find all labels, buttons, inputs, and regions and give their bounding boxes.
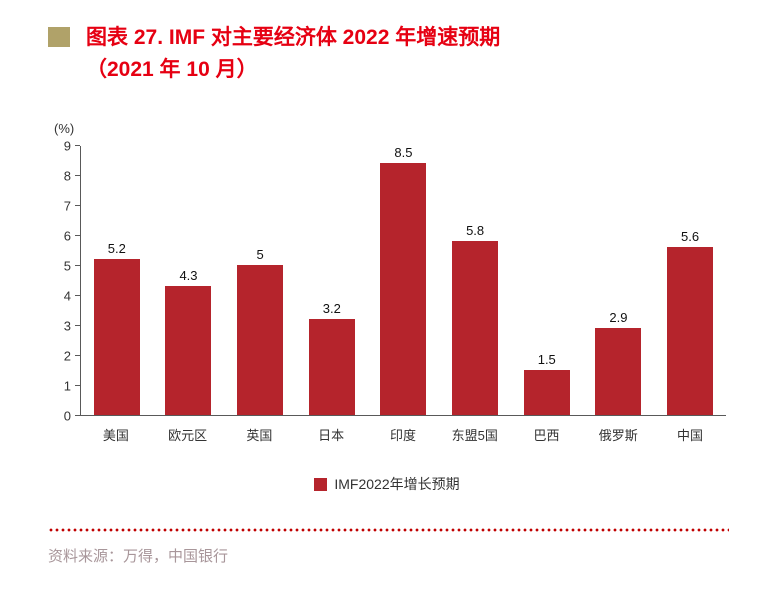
bar-value-label: 1.5 xyxy=(537,352,556,367)
figure-header: 图表 27. IMF 对主要经济体 2022 年增速预期 （2021 年 10 … xyxy=(48,22,769,85)
bar-value-label: 3.2 xyxy=(322,301,341,316)
bar xyxy=(595,328,642,415)
bar-column: 8.5 xyxy=(368,146,440,415)
y-tick-mark xyxy=(75,205,80,206)
bar xyxy=(237,265,284,415)
title-bullet-square xyxy=(48,27,70,47)
y-tick-mark xyxy=(75,385,80,386)
legend-label: IMF2022年增长预期 xyxy=(334,476,460,492)
bar-chart: (%) 0 1 2 3 4 5 6 7 8 9 5.2 4.3 5 3.2 8.5 5.8 1.5 2.9 5.6… xyxy=(48,121,769,494)
bar xyxy=(93,259,140,415)
report-figure-page: 图表 27. IMF 对主要经济体 2022 年增速预期 （2021 年 10 … xyxy=(0,22,769,603)
bar-column: 5.8 xyxy=(439,146,511,415)
figure-title-line2: （2021 年 10 月） xyxy=(86,57,258,81)
bar-value-label: 5.6 xyxy=(681,229,700,244)
y-tick-label: 6 xyxy=(63,228,71,244)
bar-column: 5.6 xyxy=(654,146,726,415)
bar-value-label: 4.3 xyxy=(179,268,198,283)
y-tick-mark xyxy=(75,415,80,416)
dotted-divider xyxy=(48,528,729,532)
y-tick-mark xyxy=(75,265,80,266)
y-tick-label: 9 xyxy=(63,138,71,154)
bar-value-label: 5 xyxy=(256,247,264,262)
figure-title-line1: 图表 27. IMF 对主要经济体 2022 年增速预期 xyxy=(86,26,501,49)
source-note: 资料来源：万得，中国银行 xyxy=(48,548,229,565)
x-category-label: 东盟5国 xyxy=(451,428,498,443)
chart-legend: IMF2022年增长预期 xyxy=(48,474,726,494)
y-tick-mark xyxy=(75,295,80,296)
y-axis-unit-label: (%) xyxy=(54,121,75,136)
bar xyxy=(667,247,714,415)
x-category-label: 俄罗斯 xyxy=(598,428,638,443)
bar-column: 4.3 xyxy=(153,146,225,415)
bar-value-label: 2.9 xyxy=(609,310,628,325)
y-axis: 0 1 2 3 4 5 6 7 8 9 xyxy=(48,140,80,423)
y-tick-mark xyxy=(75,355,80,356)
bar xyxy=(308,319,355,415)
plot-row: 0 1 2 3 4 5 6 7 8 9 5.2 4.3 5 3.2 8.5 5.8 1.5 2.9 5.6 xyxy=(48,140,769,423)
y-tick-label: 2 xyxy=(63,348,71,364)
y-tick-label: 1 xyxy=(63,378,71,394)
y-tick-mark xyxy=(75,235,80,236)
plot-area: 5.2 4.3 5 3.2 8.5 5.8 1.5 2.9 5.6 xyxy=(80,146,726,416)
x-category-label: 巴西 xyxy=(533,428,560,443)
bar xyxy=(380,163,427,415)
x-category-label: 日本 xyxy=(318,428,345,443)
y-tick-label: 3 xyxy=(63,318,71,334)
bar-column: 1.5 xyxy=(511,146,583,415)
y-tick-mark xyxy=(75,175,80,176)
bar-column: 2.9 xyxy=(583,146,655,415)
bar-value-label: 5.8 xyxy=(466,223,485,238)
y-tick-label: 5 xyxy=(63,258,71,274)
y-tick-mark xyxy=(75,325,80,326)
bar-column: 5 xyxy=(224,146,296,415)
x-category-label: 印度 xyxy=(389,428,416,443)
x-axis-category-labels: 美国 欧元区 英国 日本 印度 东盟5国 巴西 俄罗斯 中国 xyxy=(80,425,726,444)
figure-title: 图表 27. IMF 对主要经济体 2022 年增速预期 （2021 年 10 … xyxy=(86,22,500,85)
x-category-label: 中国 xyxy=(677,428,704,443)
bar-value-label: 5.2 xyxy=(107,241,126,256)
x-category-label: 美国 xyxy=(102,428,129,443)
bar xyxy=(523,370,570,415)
legend-swatch xyxy=(314,477,328,491)
y-tick-mark xyxy=(75,145,80,146)
y-tick-label: 8 xyxy=(63,168,71,184)
bar-column: 3.2 xyxy=(296,146,368,415)
x-category-label: 英国 xyxy=(246,428,273,443)
x-category-label: 欧元区 xyxy=(168,428,208,443)
bar-value-label: 8.5 xyxy=(394,145,413,160)
y-tick-label: 7 xyxy=(63,198,71,214)
bar xyxy=(165,286,212,415)
y-tick-label: 0 xyxy=(63,408,71,424)
y-tick-label: 4 xyxy=(63,288,71,304)
bar-column: 5.2 xyxy=(81,146,153,415)
bar xyxy=(452,241,499,415)
